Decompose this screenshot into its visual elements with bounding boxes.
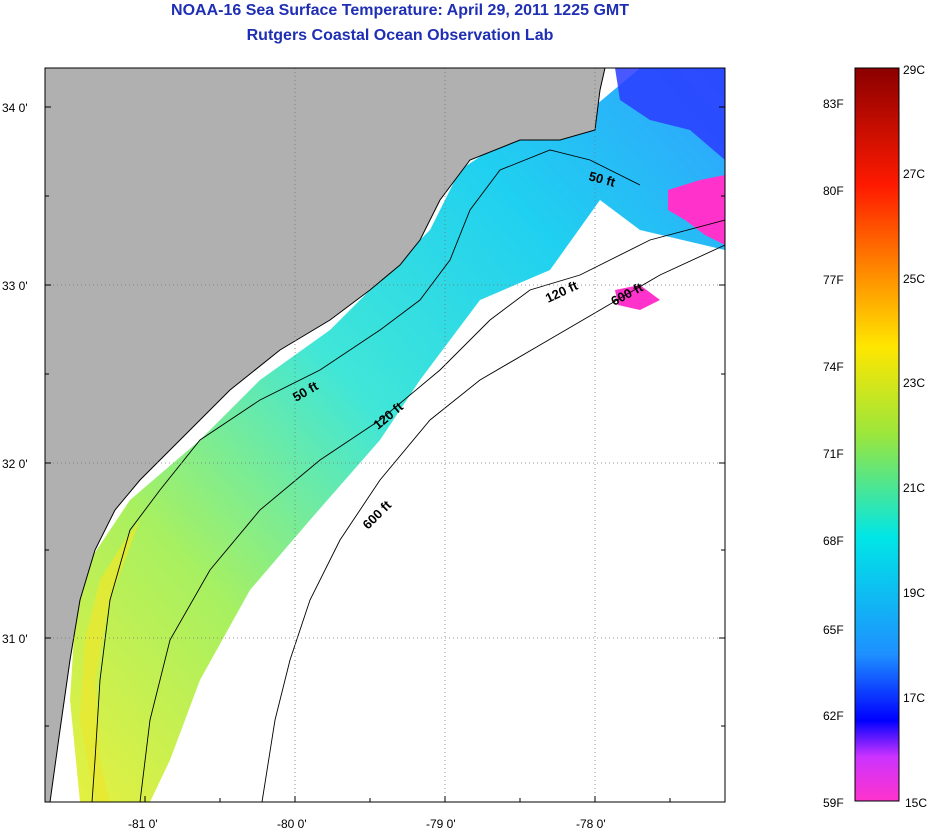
contour-600ft (261, 244, 725, 802)
contour-120ft (139, 219, 725, 802)
lat-label: 33 0' (2, 279, 28, 293)
cb-c-label: 21C (903, 481, 925, 495)
cb-c-label: 15C (905, 796, 927, 810)
cb-f-label: 59F (823, 796, 844, 810)
colorbar-fahrenheit-labels: 83F 80F 77F 74F 71F 68F 65F 62F 59F (823, 97, 844, 810)
cb-f-label: 71F (823, 447, 844, 461)
land-mass (45, 68, 605, 802)
cb-f-label: 62F (823, 709, 844, 723)
cold-water-patch (615, 68, 725, 160)
cb-c-label: 17C (903, 691, 925, 705)
graticule (45, 68, 725, 802)
lon-label: -80 0' (277, 817, 307, 831)
cb-c-label: 29C (903, 63, 925, 77)
coastline (49, 68, 606, 802)
cb-c-label: 19C (903, 586, 925, 600)
cb-f-label: 74F (823, 360, 844, 374)
lat-label: 31 0' (2, 632, 28, 646)
colorbar (854, 67, 900, 802)
colorbar-celsius-labels: 29C 27C 25C 23C 21C 19C 17C 15C (903, 63, 927, 810)
latitude-axis: 34 0' 33 0' 32 0' 31 0' (2, 101, 28, 646)
map-subtitle: Rutgers Coastal Ocean Observation Lab (246, 27, 554, 44)
cb-c-label: 27C (903, 167, 925, 181)
cb-f-label: 80F (823, 184, 844, 198)
magenta-patch (668, 175, 725, 245)
cb-f-label: 83F (823, 97, 844, 111)
lat-label: 34 0' (2, 101, 28, 115)
map-title: NOAA-16 Sea Surface Temperature: April 2… (171, 2, 629, 19)
magenta-patch-2 (615, 285, 660, 310)
lon-label: -81 0' (128, 817, 158, 831)
cb-c-label: 23C (903, 376, 925, 390)
contour-label-50ft-north: 50 ft (587, 168, 617, 190)
longitude-axis: -81 0' -80 0' -79 0' -78 0' (128, 817, 606, 831)
map-frame (44, 67, 726, 803)
cb-f-label: 68F (823, 534, 844, 548)
tick-marks (45, 106, 725, 802)
cb-c-label: 25C (903, 272, 925, 286)
cb-f-label: 65F (823, 623, 844, 637)
contour-50ft (91, 149, 641, 802)
warm-coastal-band (80, 520, 140, 802)
lon-label: -79 0' (426, 817, 456, 831)
lon-label: -78 0' (576, 817, 606, 831)
sst-swath (70, 68, 725, 802)
cb-f-label: 77F (823, 273, 844, 287)
lat-label: 32 0' (2, 457, 28, 471)
